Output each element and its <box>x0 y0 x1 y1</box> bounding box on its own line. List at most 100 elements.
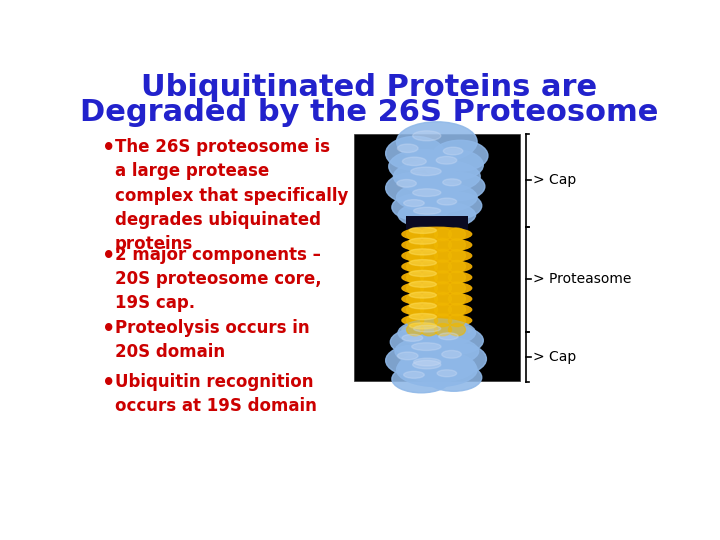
Ellipse shape <box>449 314 466 327</box>
Text: •: • <box>102 373 115 393</box>
Ellipse shape <box>402 314 472 327</box>
Ellipse shape <box>413 325 441 332</box>
Ellipse shape <box>434 293 451 305</box>
Ellipse shape <box>434 228 451 240</box>
Ellipse shape <box>428 327 483 354</box>
Ellipse shape <box>402 238 472 252</box>
Ellipse shape <box>409 314 436 320</box>
Ellipse shape <box>409 292 436 298</box>
Ellipse shape <box>426 363 482 392</box>
Bar <box>406 330 468 343</box>
Ellipse shape <box>392 193 451 221</box>
Bar <box>406 217 468 231</box>
Ellipse shape <box>407 228 423 240</box>
Ellipse shape <box>407 239 423 251</box>
Ellipse shape <box>409 260 436 266</box>
Ellipse shape <box>393 159 480 193</box>
Ellipse shape <box>432 140 488 171</box>
Ellipse shape <box>402 271 472 284</box>
Ellipse shape <box>407 249 423 262</box>
Ellipse shape <box>434 282 451 294</box>
Ellipse shape <box>413 358 441 366</box>
Ellipse shape <box>402 334 423 341</box>
Text: Ubiquitinated Proteins are: Ubiquitinated Proteins are <box>141 73 597 103</box>
Ellipse shape <box>409 238 436 244</box>
Text: The 26S proteosome is
a large protease
complex that specifically
degrades ubiqui: The 26S proteosome is a large protease c… <box>114 138 348 253</box>
Ellipse shape <box>407 314 423 327</box>
Ellipse shape <box>409 227 436 233</box>
Ellipse shape <box>449 260 466 273</box>
Ellipse shape <box>420 228 438 240</box>
Ellipse shape <box>404 372 424 378</box>
Ellipse shape <box>386 173 441 204</box>
Ellipse shape <box>409 323 436 329</box>
Ellipse shape <box>434 271 451 284</box>
Ellipse shape <box>434 249 451 262</box>
Ellipse shape <box>420 293 438 305</box>
Ellipse shape <box>397 122 477 162</box>
Ellipse shape <box>420 323 438 336</box>
Ellipse shape <box>449 282 466 294</box>
Ellipse shape <box>449 239 466 251</box>
Text: •: • <box>102 246 115 266</box>
Text: Degraded by the 26S Proteosome: Degraded by the 26S Proteosome <box>80 98 658 127</box>
Ellipse shape <box>398 351 476 382</box>
Text: > Cap: > Cap <box>534 173 577 187</box>
Ellipse shape <box>386 137 444 170</box>
Ellipse shape <box>398 319 476 347</box>
Ellipse shape <box>420 260 438 273</box>
Ellipse shape <box>402 303 472 316</box>
Ellipse shape <box>434 260 451 273</box>
Ellipse shape <box>407 260 423 273</box>
Ellipse shape <box>402 323 472 336</box>
Ellipse shape <box>431 343 487 374</box>
Ellipse shape <box>397 353 477 387</box>
Ellipse shape <box>413 360 441 369</box>
Ellipse shape <box>438 333 458 340</box>
Ellipse shape <box>432 173 485 200</box>
Text: 2 major components –
20S proteosome core,
19S cap.: 2 major components – 20S proteosome core… <box>114 246 321 312</box>
Ellipse shape <box>407 303 423 316</box>
Ellipse shape <box>407 282 423 294</box>
Ellipse shape <box>420 314 438 327</box>
Ellipse shape <box>434 303 451 316</box>
Ellipse shape <box>413 207 441 214</box>
Ellipse shape <box>404 200 424 207</box>
Ellipse shape <box>411 167 441 176</box>
Ellipse shape <box>434 323 451 336</box>
Text: •: • <box>102 319 115 339</box>
Ellipse shape <box>389 150 457 184</box>
Ellipse shape <box>442 350 462 358</box>
Ellipse shape <box>449 228 466 240</box>
Ellipse shape <box>449 249 466 262</box>
Text: •: • <box>102 138 115 158</box>
Ellipse shape <box>437 370 456 377</box>
Ellipse shape <box>420 303 438 316</box>
Ellipse shape <box>413 131 441 141</box>
Text: > Cap: > Cap <box>534 350 577 364</box>
Ellipse shape <box>398 201 476 229</box>
Ellipse shape <box>407 293 423 305</box>
Ellipse shape <box>412 343 441 350</box>
Ellipse shape <box>409 303 436 309</box>
Ellipse shape <box>434 239 451 251</box>
Ellipse shape <box>386 345 444 376</box>
Ellipse shape <box>407 323 423 336</box>
Ellipse shape <box>402 227 472 241</box>
Ellipse shape <box>409 249 436 255</box>
Ellipse shape <box>436 157 456 164</box>
Ellipse shape <box>413 189 441 197</box>
Ellipse shape <box>402 260 472 273</box>
Ellipse shape <box>407 271 423 284</box>
Ellipse shape <box>426 192 482 220</box>
Ellipse shape <box>397 352 418 360</box>
Ellipse shape <box>449 271 466 284</box>
Text: > Proteasome: > Proteasome <box>534 272 631 286</box>
Ellipse shape <box>390 328 449 356</box>
Ellipse shape <box>397 182 477 213</box>
Ellipse shape <box>420 249 438 262</box>
Ellipse shape <box>420 239 438 251</box>
Bar <box>354 134 520 381</box>
Ellipse shape <box>402 249 472 262</box>
Ellipse shape <box>420 271 438 284</box>
